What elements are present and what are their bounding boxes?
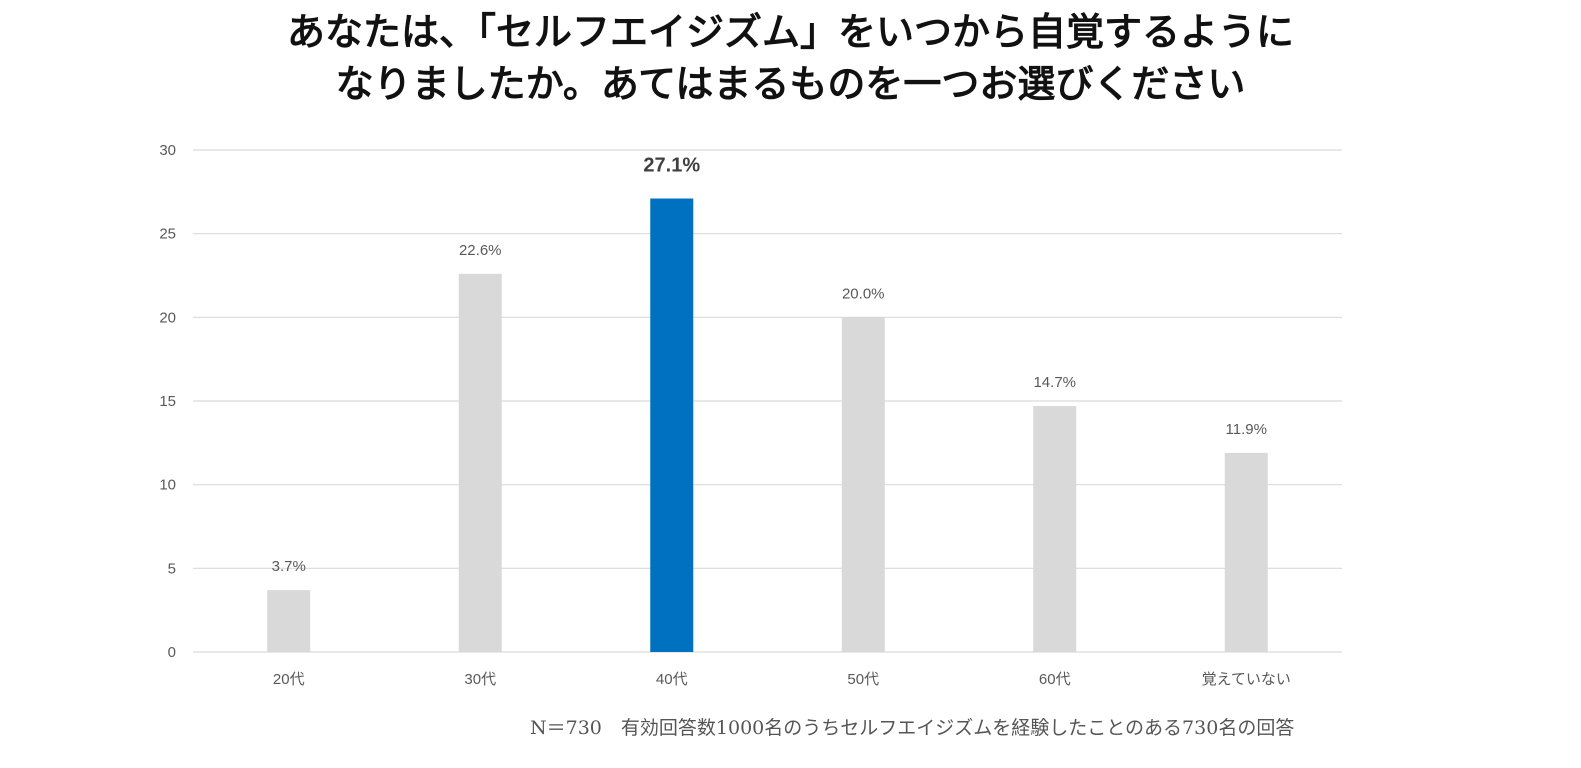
y-tick-label: 0: [168, 644, 176, 661]
data-label: 11.9%: [1226, 421, 1267, 438]
x-tick-label: 40代: [656, 671, 688, 688]
data-label: 3.7%: [272, 558, 306, 575]
footnote: N＝730 有効回答数1000名のうちセルフエイジズムを経験したことのある730…: [530, 717, 1295, 739]
bar: [1224, 452, 1268, 652]
chart-title-line-1: あなたは、「セルフエイジズム」をいつから自覚するように: [286, 10, 1294, 54]
x-tick-label: 20代: [273, 671, 305, 688]
y-tick-label: 25: [159, 226, 176, 243]
y-tick-label: 15: [159, 393, 176, 410]
y-tick-label: 10: [159, 477, 176, 494]
bar: [1033, 406, 1077, 652]
bar-highlight: [650, 198, 694, 652]
x-tick-label: 50代: [847, 671, 879, 688]
data-label: 14.7%: [1033, 374, 1076, 391]
y-tick-label: 20: [159, 309, 176, 326]
y-tick-label: 5: [168, 560, 176, 577]
x-tick-label: 30代: [464, 671, 496, 688]
data-label: 22.6%: [459, 242, 502, 259]
y-tick-label: 30: [159, 142, 176, 159]
data-label: 20.0%: [842, 285, 885, 302]
bar: [841, 317, 885, 652]
bar: [458, 273, 502, 652]
x-tick-label: 60代: [1039, 671, 1071, 688]
bar: [267, 590, 311, 652]
chart-title-line-2: なりましたか。あてはまるものを一つお選びください: [335, 62, 1246, 106]
x-tick-label: 覚えていない: [1202, 671, 1291, 688]
data-label: 27.1%: [643, 155, 700, 177]
